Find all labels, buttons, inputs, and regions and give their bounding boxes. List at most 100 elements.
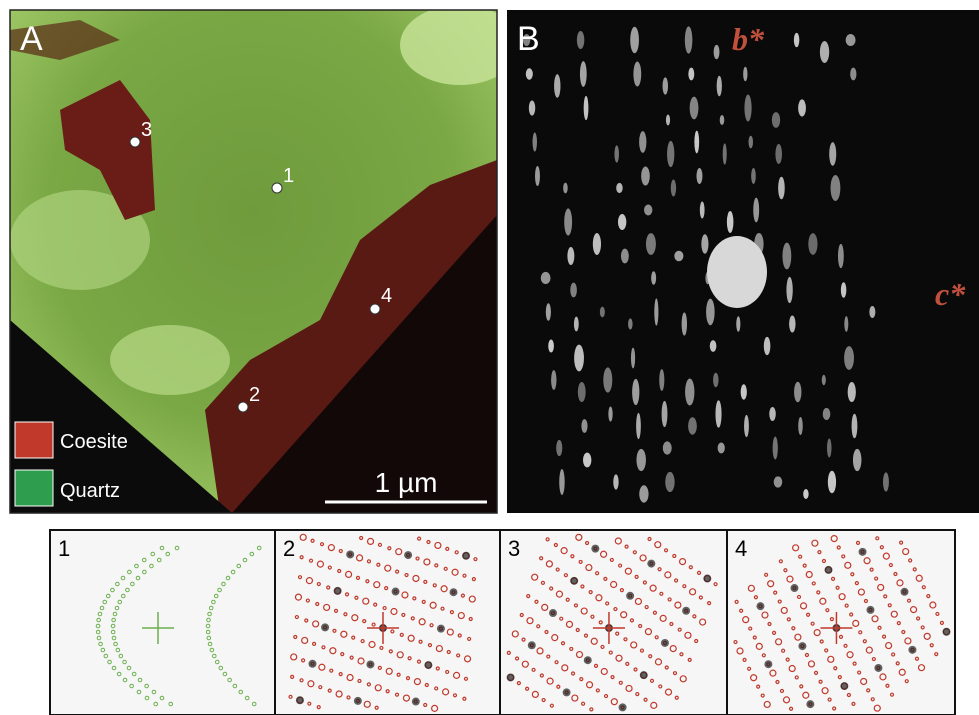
pattern-frame (50, 530, 275, 715)
spot (639, 131, 646, 153)
spot (701, 234, 708, 253)
spot (603, 367, 612, 392)
panel-label: B (517, 20, 540, 58)
dark-spot (412, 698, 420, 706)
spot (844, 316, 848, 332)
legend-label: Coesite (60, 431, 128, 453)
dark-spot (563, 688, 571, 696)
spot (583, 453, 591, 468)
spot (574, 317, 579, 332)
spot (600, 307, 605, 318)
dark-spot (908, 646, 916, 654)
scale-bar-label: 1 µm (375, 467, 438, 498)
dark-spot (296, 696, 304, 704)
spot (688, 68, 694, 81)
dark-spot (321, 623, 329, 631)
spot (694, 131, 699, 154)
spot (633, 62, 641, 87)
spot (869, 306, 875, 318)
pattern-frame (500, 530, 727, 715)
dark-spot (626, 592, 634, 600)
dark-spot (366, 660, 374, 668)
legend-label: Quartz (60, 480, 120, 502)
dark-spot (790, 584, 798, 592)
spot (636, 413, 641, 439)
dark-spot (354, 697, 362, 705)
spot (749, 136, 753, 149)
spot (630, 27, 639, 53)
dark-spot (404, 551, 412, 559)
spot (577, 31, 585, 49)
legend-swatch (15, 422, 53, 458)
spot (727, 211, 734, 233)
spot (782, 243, 791, 270)
dark-spot (764, 660, 772, 668)
spot (584, 96, 589, 120)
spot (685, 378, 694, 405)
spot (613, 474, 618, 489)
spot (608, 406, 612, 421)
pattern-label: 3 (508, 536, 520, 561)
spot (564, 208, 572, 235)
dark-spot (859, 548, 867, 556)
dark-spot (462, 552, 470, 560)
spot (578, 382, 586, 402)
spot (743, 67, 747, 82)
spot (632, 379, 639, 405)
spot (822, 375, 826, 385)
spot (662, 401, 668, 427)
spot (533, 133, 537, 152)
spot (775, 144, 782, 164)
spot (773, 436, 778, 459)
point-label: 2 (249, 384, 260, 406)
spot (667, 141, 674, 167)
spot (614, 145, 619, 162)
dark-spot (528, 641, 536, 649)
spot (526, 68, 533, 79)
dark-spot (640, 671, 648, 679)
spot (828, 471, 836, 493)
dark-spot (570, 577, 578, 585)
spot (723, 143, 727, 164)
spot (593, 233, 601, 255)
spot (794, 33, 799, 47)
spot (846, 34, 856, 46)
spot (774, 476, 783, 487)
dark-spot (901, 588, 909, 596)
spot (744, 95, 751, 122)
dark-spot (619, 703, 627, 711)
spot (850, 68, 856, 81)
panel-label: A (20, 20, 43, 58)
spot (618, 214, 626, 230)
spot (829, 142, 836, 166)
spot (715, 400, 721, 428)
axis-label: c* (935, 276, 966, 312)
spot (764, 337, 771, 355)
spot (718, 443, 725, 454)
spot (663, 441, 672, 454)
figure: A 1 2 3 4 Coesite Quartz 1 µm B b* c* 1 … (0, 0, 979, 715)
spot (808, 233, 817, 255)
dark-spot (424, 661, 432, 669)
spot (636, 449, 645, 471)
spot (714, 45, 720, 59)
spot (786, 277, 792, 303)
spot (753, 198, 759, 223)
spot (803, 489, 808, 499)
spot (883, 472, 889, 491)
spot (546, 303, 551, 321)
dark-spot (437, 625, 445, 633)
dark-spot (756, 602, 764, 610)
spot (567, 247, 574, 265)
spot (798, 417, 803, 435)
spot (741, 384, 747, 399)
point-label: 4 (381, 285, 392, 307)
spot (789, 316, 795, 333)
spot (644, 205, 652, 216)
spot (654, 298, 658, 325)
spot (682, 312, 687, 335)
spot (690, 97, 699, 120)
simulated-patterns (50, 530, 955, 715)
dark-spot (308, 660, 316, 668)
dark-spot (682, 607, 690, 615)
